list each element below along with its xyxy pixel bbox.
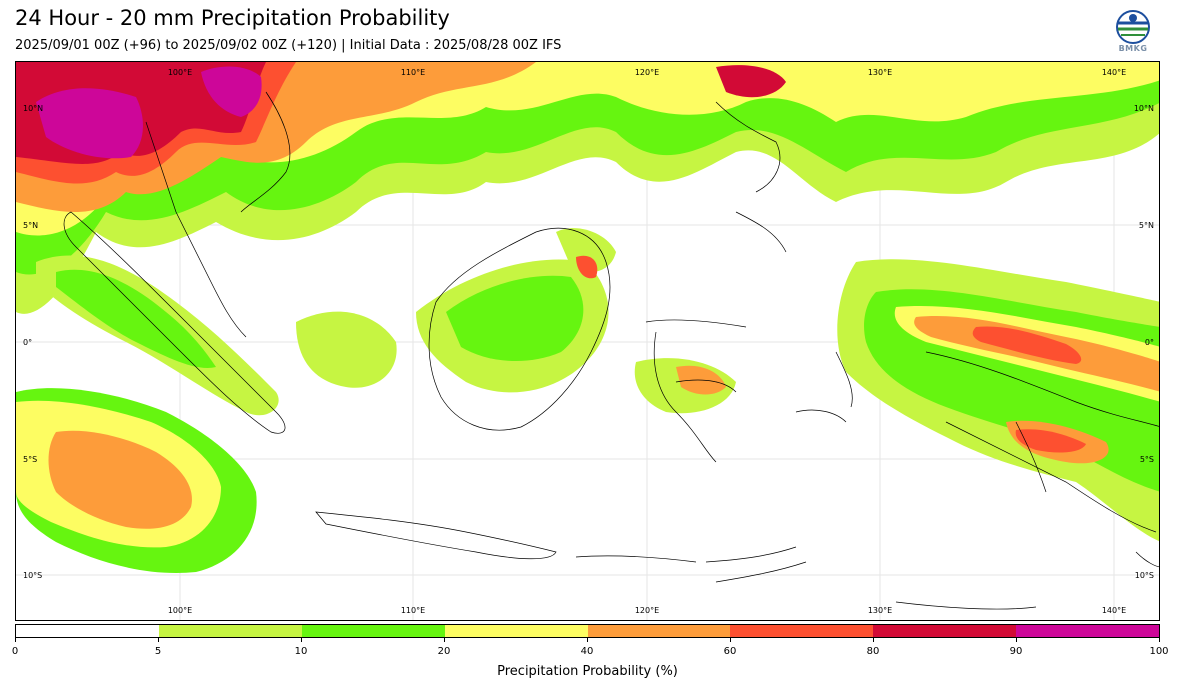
- bmkg-logo: [1114, 10, 1152, 56]
- map-subtitle: 2025/09/01 00Z (+96) to 2025/09/02 00Z (…: [15, 38, 562, 53]
- colorbar-segment-10-20: [301, 625, 445, 637]
- lat-labels-left: 10°N 5°N 0° 5°S 10°S: [23, 104, 43, 580]
- colorbar-segment-60-80: [730, 625, 874, 637]
- svg-text:120°E: 120°E: [635, 606, 659, 615]
- probability-fields: [16, 62, 1159, 573]
- colorbar-segment-80-90: [873, 625, 1017, 637]
- svg-text:10°N: 10°N: [23, 104, 43, 113]
- svg-text:5°S: 5°S: [1140, 455, 1154, 464]
- coastlines: [63, 91, 1159, 610]
- svg-text:140°E: 140°E: [1102, 606, 1126, 615]
- svg-text:10°N: 10°N: [1134, 104, 1154, 113]
- svg-text:10°S: 10°S: [1135, 571, 1154, 580]
- svg-text:130°E: 130°E: [868, 606, 892, 615]
- map-title: 24 Hour - 20 mm Precipitation Probabilit…: [15, 6, 450, 30]
- lon-labels-top: 100°E 110°E 120°E 130°E 140°E: [168, 68, 1126, 77]
- svg-text:140°E: 140°E: [1102, 68, 1126, 77]
- svg-text:0°: 0°: [23, 338, 32, 347]
- svg-text:5°N: 5°N: [1139, 221, 1154, 230]
- svg-text:130°E: 130°E: [868, 68, 892, 77]
- map-canvas: 100°E 110°E 120°E 130°E 140°E 100°E 110°…: [16, 62, 1159, 620]
- colorbar-ticks: 0 5 10 20 40 60 80 90 100: [12, 638, 1169, 658]
- colorbar-segment-40-60: [587, 625, 731, 637]
- colorbar-segment-0-5: [16, 625, 159, 637]
- colorbar: [15, 624, 1160, 638]
- svg-text:100°E: 100°E: [168, 68, 192, 77]
- svg-text:100°E: 100°E: [168, 606, 192, 615]
- svg-text:120°E: 120°E: [635, 68, 659, 77]
- precipitation-map: 100°E 110°E 120°E 130°E 140°E 100°E 110°…: [15, 61, 1160, 621]
- lat-labels-right: 10°N 5°N 0° 5°S 10°S: [1134, 104, 1154, 580]
- logo-text: BMKG: [1118, 44, 1148, 53]
- svg-text:0°: 0°: [1145, 338, 1154, 347]
- svg-text:5°S: 5°S: [23, 455, 37, 464]
- colorbar-segment-20-40: [444, 625, 588, 637]
- lon-labels-bottom: 100°E 110°E 120°E 130°E 140°E: [168, 606, 1126, 615]
- colorbar-segment-5-10: [158, 625, 302, 637]
- colorbar-label: Precipitation Probability (%): [497, 664, 678, 679]
- svg-text:10°S: 10°S: [23, 571, 42, 580]
- svg-text:110°E: 110°E: [401, 606, 425, 615]
- colorbar-segment-90-100: [1016, 625, 1159, 637]
- svg-text:5°N: 5°N: [23, 221, 38, 230]
- svg-text:110°E: 110°E: [401, 68, 425, 77]
